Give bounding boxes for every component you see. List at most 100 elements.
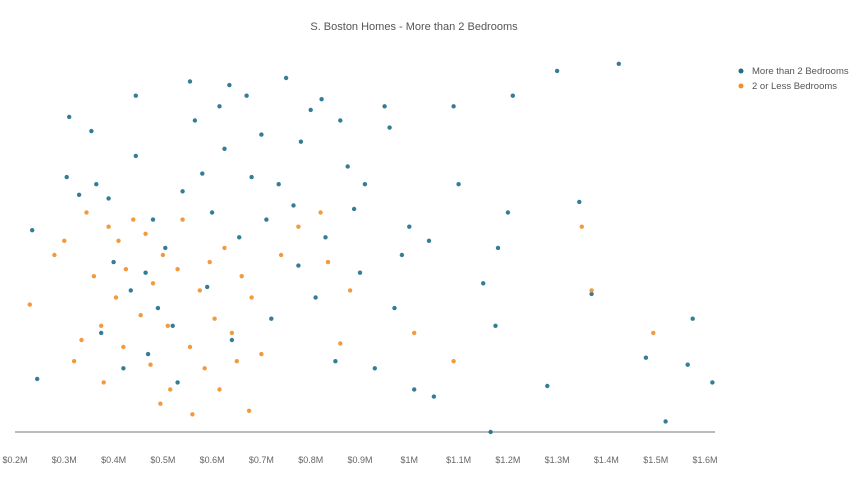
data-point[interactable]: [259, 132, 264, 137]
data-point[interactable]: [99, 330, 104, 336]
data-point[interactable]: [143, 270, 148, 275]
data-point[interactable]: [138, 313, 143, 318]
data-point[interactable]: [133, 153, 138, 159]
data-point[interactable]: [616, 61, 621, 66]
data-point[interactable]: [651, 330, 656, 336]
data-point[interactable]: [163, 245, 168, 251]
data-point[interactable]: [207, 259, 212, 265]
data-point[interactable]: [79, 337, 84, 343]
data-point[interactable]: [234, 359, 239, 364]
data-point[interactable]: [111, 259, 116, 265]
data-point[interactable]: [113, 295, 119, 300]
data-point[interactable]: [246, 408, 252, 413]
data-point[interactable]: [27, 302, 32, 307]
data-point[interactable]: [259, 351, 264, 357]
data-point[interactable]: [148, 362, 153, 367]
data-point[interactable]: [106, 196, 111, 201]
data-point[interactable]: [345, 164, 350, 169]
data-point[interactable]: [710, 380, 715, 385]
data-point[interactable]: [325, 259, 331, 265]
data-point[interactable]: [187, 344, 193, 350]
data-point[interactable]: [71, 359, 77, 364]
data-point[interactable]: [99, 323, 104, 328]
data-point[interactable]: [577, 199, 582, 205]
data-point[interactable]: [296, 263, 301, 268]
data-point[interactable]: [30, 228, 35, 233]
data-point[interactable]: [589, 291, 594, 297]
data-point[interactable]: [685, 362, 690, 367]
legend-item-more-than-2[interactable]: More than 2 Bedrooms: [738, 66, 849, 77]
data-point[interactable]: [190, 412, 195, 417]
data-point[interactable]: [175, 267, 180, 272]
data-point[interactable]: [52, 252, 57, 258]
data-point[interactable]: [298, 139, 304, 144]
data-point[interactable]: [296, 224, 301, 229]
data-point[interactable]: [493, 323, 498, 328]
data-point[interactable]: [180, 189, 185, 194]
data-point[interactable]: [663, 419, 668, 424]
data-point[interactable]: [237, 235, 242, 240]
data-point[interactable]: [106, 224, 111, 229]
data-point[interactable]: [94, 182, 99, 187]
data-point[interactable]: [89, 128, 94, 134]
data-point[interactable]: [121, 366, 126, 371]
data-point[interactable]: [202, 366, 207, 371]
data-point[interactable]: [456, 182, 461, 187]
data-point[interactable]: [269, 316, 274, 321]
data-point[interactable]: [229, 330, 235, 336]
data-point[interactable]: [209, 210, 215, 215]
data-point[interactable]: [192, 118, 198, 123]
data-point[interactable]: [264, 217, 269, 222]
data-point[interactable]: [158, 401, 163, 406]
data-point[interactable]: [399, 252, 405, 258]
data-point[interactable]: [150, 217, 156, 222]
data-point[interactable]: [392, 305, 397, 311]
data-point[interactable]: [510, 93, 515, 98]
data-point[interactable]: [168, 387, 173, 392]
data-point[interactable]: [229, 337, 235, 343]
data-point[interactable]: [91, 274, 97, 279]
data-point[interactable]: [180, 217, 185, 222]
data-point[interactable]: [451, 104, 456, 109]
data-point[interactable]: [217, 387, 222, 392]
legend-item-2-or-less[interactable]: 2 or Less Bedrooms: [738, 81, 838, 92]
data-point[interactable]: [155, 305, 161, 311]
data-point[interactable]: [217, 104, 222, 109]
data-point[interactable]: [362, 182, 368, 187]
data-point[interactable]: [101, 380, 106, 385]
data-point[interactable]: [116, 238, 121, 243]
data-point[interactable]: [283, 75, 289, 81]
data-point[interactable]: [145, 351, 151, 357]
data-point[interactable]: [143, 231, 148, 236]
data-point[interactable]: [387, 125, 392, 130]
data-point[interactable]: [357, 270, 363, 275]
data-point[interactable]: [351, 206, 357, 212]
data-point[interactable]: [338, 341, 343, 346]
data-point[interactable]: [319, 97, 324, 102]
data-point[interactable]: [239, 274, 244, 279]
data-point[interactable]: [35, 376, 40, 382]
data-point[interactable]: [407, 224, 412, 229]
data-point[interactable]: [382, 104, 387, 109]
data-point[interactable]: [84, 210, 89, 215]
data-point[interactable]: [187, 79, 193, 84]
data-point[interactable]: [76, 192, 82, 197]
data-point[interactable]: [62, 238, 67, 243]
data-point[interactable]: [579, 224, 584, 229]
data-point[interactable]: [313, 295, 318, 300]
data-point[interactable]: [495, 245, 501, 251]
data-point[interactable]: [554, 68, 560, 74]
data-point[interactable]: [347, 288, 353, 293]
data-point[interactable]: [291, 203, 296, 208]
data-point[interactable]: [165, 323, 170, 328]
data-point[interactable]: [67, 114, 72, 120]
data-point[interactable]: [323, 235, 328, 240]
data-point[interactable]: [121, 344, 126, 350]
data-point[interactable]: [505, 210, 511, 215]
data-point[interactable]: [276, 182, 281, 187]
data-point[interactable]: [160, 252, 166, 258]
data-point[interactable]: [197, 288, 202, 293]
data-point[interactable]: [431, 394, 437, 399]
data-point[interactable]: [412, 330, 417, 336]
data-point[interactable]: [249, 295, 254, 300]
